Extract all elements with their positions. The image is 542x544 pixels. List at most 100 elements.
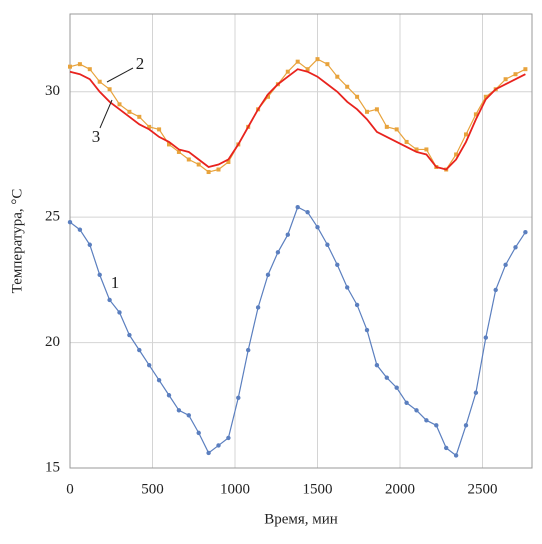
- point: [354, 302, 360, 308]
- point: [493, 287, 498, 293]
- point: [147, 124, 152, 129]
- point: [216, 443, 221, 448]
- series-label: 1: [111, 273, 120, 292]
- point: [345, 84, 350, 89]
- point: [335, 262, 340, 268]
- x-tick-label: 2500: [468, 481, 498, 497]
- point: [365, 109, 369, 114]
- series-label: 3: [92, 127, 101, 146]
- point: [226, 159, 231, 164]
- point: [107, 87, 112, 92]
- point: [414, 408, 419, 413]
- point: [454, 152, 459, 157]
- point: [77, 62, 82, 67]
- point: [117, 102, 122, 107]
- point: [523, 67, 528, 72]
- point: [137, 114, 142, 119]
- point: [87, 67, 92, 72]
- point: [503, 262, 508, 268]
- point: [444, 445, 449, 451]
- x-tick-label: 500: [141, 481, 164, 497]
- point: [483, 94, 488, 99]
- point: [176, 149, 181, 154]
- label-leader: [99, 99, 113, 129]
- point: [394, 385, 399, 390]
- x-tick-label: 1500: [303, 481, 333, 497]
- label-leader: [106, 67, 134, 83]
- point: [463, 423, 469, 428]
- point: [453, 453, 459, 458]
- point: [97, 272, 102, 278]
- point: [285, 232, 290, 237]
- point: [414, 147, 419, 152]
- point: [97, 79, 102, 84]
- point: [77, 227, 83, 232]
- point: [167, 142, 171, 147]
- point: [424, 418, 429, 423]
- point: [157, 127, 162, 132]
- point: [196, 430, 201, 436]
- point: [255, 305, 261, 310]
- point: [424, 147, 429, 152]
- point: [434, 423, 439, 428]
- point: [166, 393, 172, 398]
- x-tick-label: 0: [66, 481, 74, 497]
- point: [196, 162, 201, 167]
- point: [117, 310, 122, 315]
- point: [345, 285, 350, 290]
- point: [404, 139, 409, 144]
- point: [246, 347, 251, 353]
- point: [67, 219, 73, 225]
- point: [325, 62, 330, 67]
- point: [127, 332, 132, 338]
- point: [374, 362, 380, 368]
- point: [285, 69, 290, 74]
- point: [503, 77, 508, 82]
- point: [473, 390, 479, 395]
- point: [305, 67, 310, 72]
- point: [394, 127, 399, 132]
- point: [305, 209, 310, 215]
- point: [315, 225, 320, 230]
- point: [216, 167, 221, 172]
- y-axis-label: Температура, °C: [9, 189, 25, 294]
- x-tick-label: 1000: [220, 481, 250, 497]
- y-tick-label: 30: [45, 83, 60, 99]
- point: [107, 297, 112, 303]
- point: [127, 109, 132, 114]
- point: [206, 450, 211, 456]
- point: [265, 272, 271, 278]
- point: [147, 362, 152, 368]
- point: [355, 94, 360, 99]
- point: [236, 395, 241, 400]
- point: [275, 250, 281, 255]
- series-line: [69, 68, 526, 171]
- point: [464, 132, 468, 137]
- point: [137, 347, 142, 353]
- point: [364, 327, 370, 333]
- point: [186, 157, 191, 162]
- point: [513, 72, 518, 77]
- point: [513, 245, 518, 250]
- point: [335, 74, 340, 79]
- point: [295, 59, 300, 64]
- point: [156, 378, 162, 383]
- point: [404, 400, 409, 405]
- point: [186, 413, 191, 418]
- point: [315, 57, 320, 62]
- plot-frame: [69, 13, 533, 469]
- point: [68, 64, 72, 69]
- point: [384, 375, 389, 380]
- y-tick-label: 15: [45, 459, 60, 475]
- series-line: [69, 206, 526, 457]
- point: [384, 124, 389, 129]
- y-tick-label: 20: [45, 334, 60, 350]
- point: [295, 204, 300, 210]
- point: [483, 335, 488, 340]
- point: [523, 230, 528, 235]
- point: [206, 170, 211, 175]
- x-tick-label: 2000: [385, 481, 415, 497]
- series-label: 2: [136, 54, 145, 73]
